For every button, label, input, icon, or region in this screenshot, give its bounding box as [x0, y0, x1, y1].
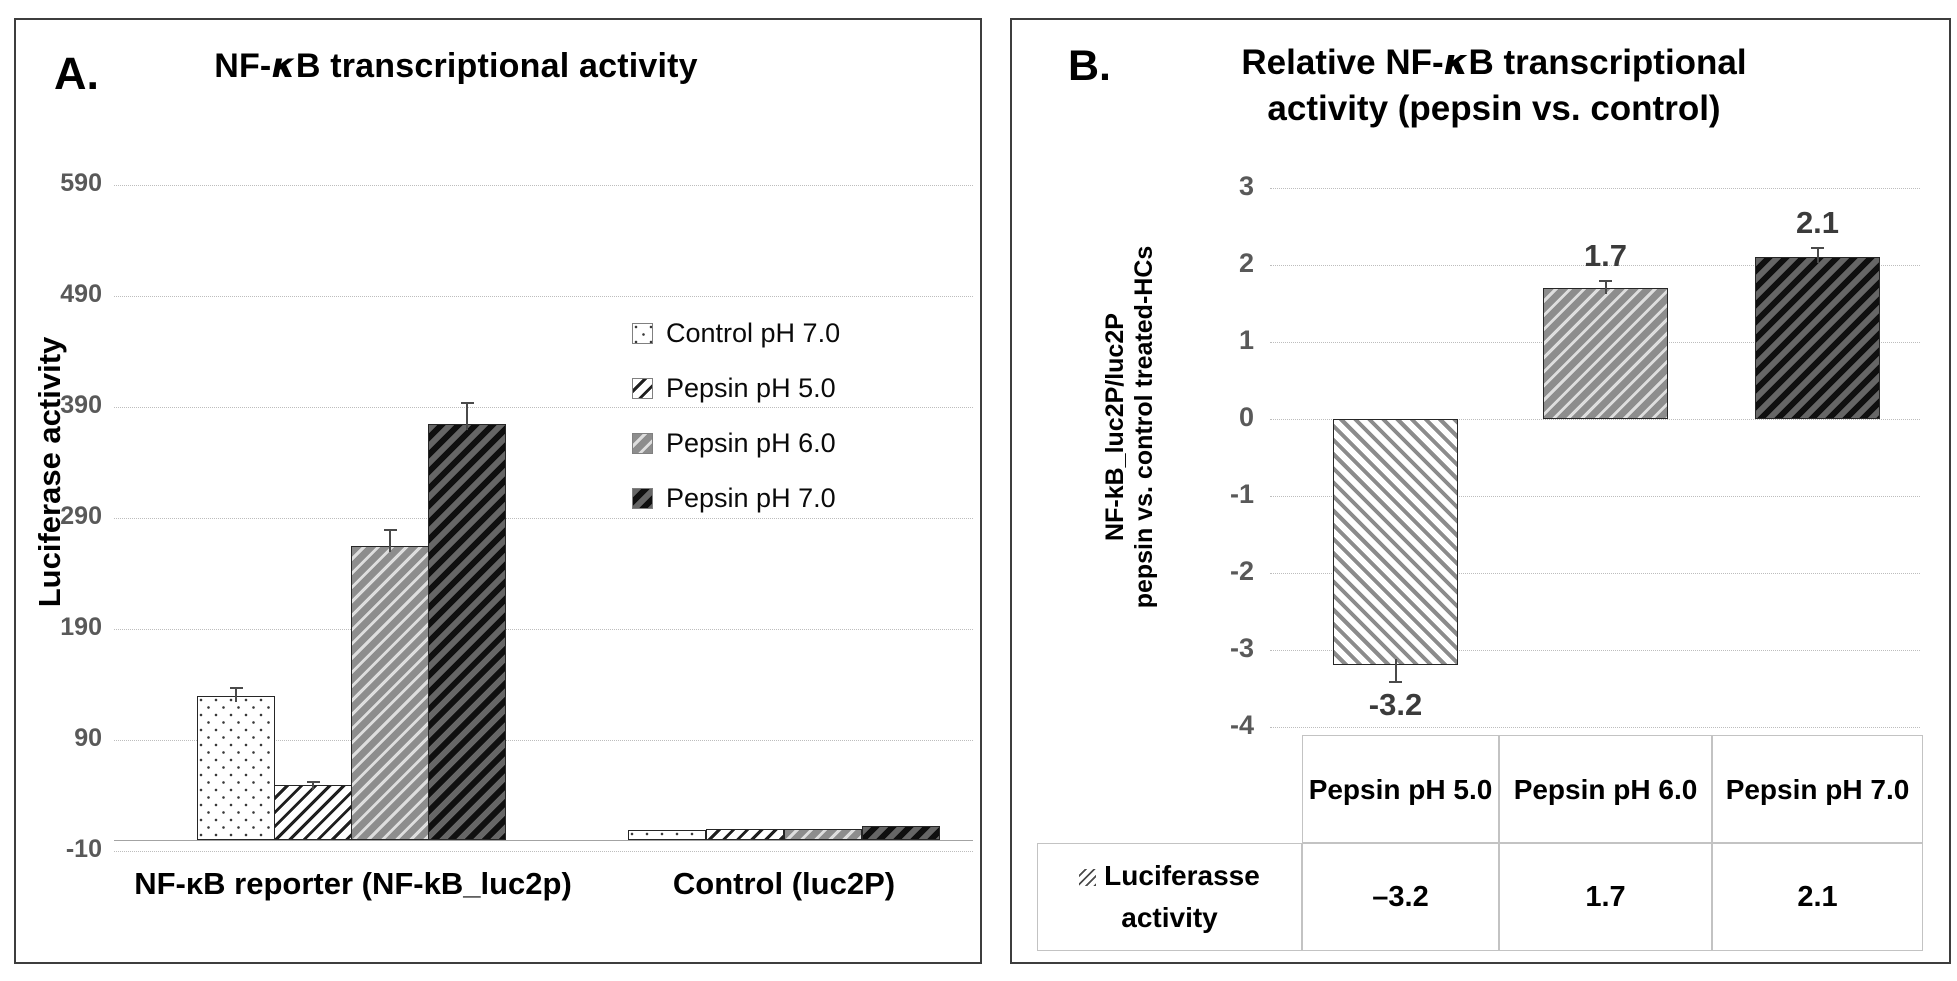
- bar-b-pepsin-ph-5-0: [1333, 419, 1458, 666]
- panel-b-y-label-line2: pepsin vs. control treated-HCs: [1130, 245, 1158, 609]
- table-value-2: 1.7: [1499, 843, 1712, 951]
- panel-a-title: NF-κB transcriptional activity: [116, 46, 796, 86]
- legend-label: Control pH 7.0: [666, 317, 841, 348]
- y-tick-b--4: -4: [1229, 710, 1254, 740]
- gridline-a-490: [114, 296, 973, 298]
- bar-b-pepsin-ph-6-0: [1543, 288, 1668, 419]
- error-bar-cap-b: [1389, 680, 1402, 683]
- panel-b-y-label-line1: NF-kB_luc2P/luc2P: [1101, 313, 1129, 541]
- panel-a-title-pre: NF-: [214, 47, 272, 85]
- panel-a-legend: Control pH 7.0 Pepsin pH 5.0 Pepsin pH 6.0…: [632, 318, 840, 542]
- table-value-3: 2.1: [1712, 843, 1923, 951]
- error-bar-a: [312, 781, 314, 791]
- y-tick-a-90: 90: [74, 724, 102, 753]
- y-tick-b--1: -1: [1229, 479, 1254, 509]
- gridline-b--2: [1270, 573, 1920, 574]
- data-label-b: 1.7: [1583, 238, 1628, 274]
- panel-b-title: Relative NF-κB transcriptional activity …: [1132, 40, 1856, 132]
- gridline-b--4: [1270, 727, 1920, 728]
- error-bar-cap-b: [1599, 280, 1612, 283]
- data-label-b: -3.2: [1368, 686, 1423, 722]
- legend-label: Pepsin pH 7.0: [666, 482, 836, 513]
- legend-label: Pepsin pH 6.0: [666, 427, 836, 458]
- y-tick-a-390: 390: [60, 391, 102, 420]
- x-axis-line-a: [114, 840, 973, 841]
- error-bar-cap-a: [306, 781, 320, 784]
- y-tick-a-290: 290: [60, 502, 102, 531]
- x-axis-category-a-1: NF-κB reporter (NF-kB_luc2p): [134, 866, 572, 901]
- gridline-a-290: [114, 518, 973, 520]
- gridline-b-0: [1270, 419, 1920, 420]
- panel-a-title-kappa: κ: [271, 46, 296, 86]
- table-header-pepsin-ph-6-0: Pepsin pH 6.0: [1499, 735, 1712, 843]
- bar-a-pepsin-ph-6-0-group2: [784, 828, 862, 840]
- panel-b: B. Relative NF-κB transcriptional activi…: [1010, 18, 1951, 964]
- panel-b-title-kappa: κ: [1443, 43, 1469, 83]
- panel-a: A. NF-κB transcriptional activity Lucife…: [14, 18, 982, 964]
- table-header-pepsin-ph-5-0: Pepsin pH 5.0: [1302, 735, 1499, 843]
- legend-swatch-hatch-dark-icon: [632, 487, 653, 509]
- table-row-label-text: Luciferasse activity: [1046, 855, 1293, 939]
- error-bar-cap-a: [460, 401, 474, 404]
- bar-a-pepsin-ph-6-0-group1: [351, 545, 429, 840]
- table-value-1: –3.2: [1302, 843, 1499, 951]
- legend-swatch-hatch-gray-icon: [632, 432, 653, 454]
- y-tick-b--3: -3: [1229, 633, 1254, 663]
- legend-swatch-dots-icon: [632, 322, 653, 344]
- error-bar-cap-a: [229, 686, 243, 689]
- table-row-label: Luciferasse activity: [1037, 843, 1302, 951]
- panel-b-title-post: B transcriptional: [1468, 43, 1747, 82]
- y-tick-b-2: 2: [1238, 248, 1254, 278]
- x-axis-category-a-2: Control (luc2P): [672, 866, 896, 901]
- legend-item-pepsin-ph-7-0: Pepsin pH 7.0: [632, 483, 840, 513]
- error-bar-a: [389, 529, 391, 552]
- gridline-a--10: [114, 851, 973, 853]
- panel-a-letter: A.: [54, 48, 99, 99]
- gridline-b-2: [1270, 265, 1920, 266]
- hatch-swatch-icon: [1079, 869, 1097, 886]
- gridline-b-3: [1270, 188, 1920, 189]
- y-tick-b--2: -2: [1229, 556, 1254, 586]
- error-bar-a: [235, 686, 237, 702]
- error-bar-b: [1604, 280, 1607, 295]
- gridline-b--1: [1270, 496, 1920, 497]
- y-tick-a-590: 590: [60, 169, 102, 198]
- bar-a-control-ph-7-0-group2: [628, 830, 706, 840]
- bar-a-pepsin-ph-5-0-group2: [706, 828, 784, 840]
- panel-a-title-post: B transcriptional activity: [295, 47, 698, 85]
- panel-b-y-axis-label: NF-kB_luc2P/luc2P pepsin vs. control tre…: [1101, 167, 1159, 687]
- bar-a-pepsin-ph-7-0-group2: [862, 825, 940, 840]
- legend-item-control-ph-7-0: Control pH 7.0: [632, 318, 840, 348]
- y-tick-a-190: 190: [60, 613, 102, 642]
- bar-a-pepsin-ph-5-0-group1: [274, 784, 352, 840]
- bar-a-pepsin-ph-7-0-group1: [428, 423, 506, 840]
- error-bar-cap-a: [383, 529, 397, 532]
- y-tick-a--10: -10: [65, 835, 102, 864]
- error-bar-a: [466, 401, 468, 430]
- y-tick-a-490: 490: [60, 280, 102, 309]
- error-bar-b: [1816, 247, 1819, 264]
- legend-swatch-hatch-light-icon: [632, 377, 653, 399]
- data-label-b: 2.1: [1795, 205, 1840, 241]
- error-bar-cap-b: [1811, 247, 1824, 250]
- gridline-a-390: [114, 407, 973, 409]
- gridline-a-90: [114, 740, 973, 742]
- legend-label: Pepsin pH 5.0: [666, 372, 836, 403]
- legend-item-pepsin-ph-5-0: Pepsin pH 5.0: [632, 373, 840, 403]
- table-header-pepsin-ph-7-0: Pepsin pH 7.0: [1712, 735, 1923, 843]
- bar-b-pepsin-ph-7-0: [1755, 257, 1880, 419]
- y-tick-b-3: 3: [1238, 171, 1254, 201]
- gridline-a-190: [114, 629, 973, 631]
- y-tick-b-1: 1: [1238, 325, 1254, 355]
- gridline-a-590: [114, 185, 973, 187]
- error-bar-b: [1394, 659, 1397, 681]
- y-tick-b-0: 0: [1238, 402, 1254, 432]
- gridline-b--3: [1270, 650, 1920, 651]
- legend-item-pepsin-ph-6-0: Pepsin pH 6.0: [632, 428, 840, 458]
- panel-b-title-pre: Relative NF-: [1241, 43, 1444, 82]
- bar-a-control-ph-7-0-group1: [197, 695, 275, 840]
- panel-b-title-line2: activity (pepsin vs. control): [1267, 89, 1721, 129]
- panel-b-letter: B.: [1068, 42, 1111, 90]
